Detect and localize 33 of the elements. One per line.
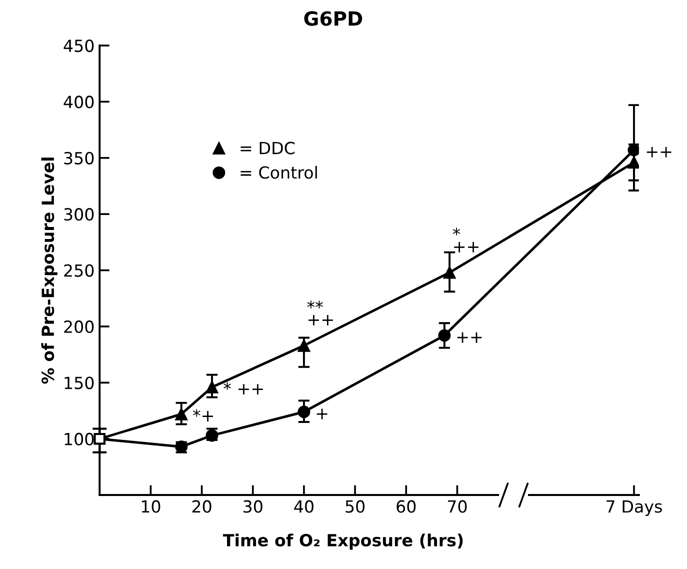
legend-label: = Control <box>240 166 317 179</box>
y-tick-label: 200 <box>64 320 94 334</box>
y-tick-label: 300 <box>64 208 94 221</box>
x-tick-label: 70 <box>448 500 467 513</box>
x-tick-label: 10 <box>142 500 160 513</box>
point <box>298 339 310 352</box>
annotation: *+ <box>192 409 213 422</box>
x-axis-title: Time of O₂ Exposure (hrs) <box>222 534 463 550</box>
x-tick-label: 7 Days <box>606 500 662 516</box>
x-tick-label: 40 <box>294 500 314 513</box>
point <box>298 406 310 418</box>
legend-label: = DDC <box>240 142 295 154</box>
y-tick-label: 250 <box>64 264 94 277</box>
chart-title: G6PD <box>304 11 362 26</box>
annotation: ** ++ <box>307 300 333 326</box>
x-tick-label: 50 <box>346 500 365 513</box>
point <box>443 266 456 279</box>
x-tick-label: 30 <box>244 500 262 513</box>
y-tick-label: 350 <box>64 152 94 164</box>
x-tick-label: 60 <box>396 500 416 513</box>
x-tick-label: 20 <box>192 500 212 513</box>
annotation: + <box>316 408 328 420</box>
annotation: ++ <box>646 146 672 158</box>
point <box>175 408 188 420</box>
y-tick-label: 450 <box>64 39 94 52</box>
y-tick-label: 150 <box>64 376 94 390</box>
point <box>206 380 218 394</box>
point <box>94 432 106 445</box>
annotation: ++ <box>457 332 482 343</box>
y-tick-label: 400 <box>64 96 94 108</box>
annotation: * ++ <box>224 382 263 395</box>
annotation: * ++ <box>452 228 478 252</box>
y-axis-title: % of Pre-Exposure Level <box>41 158 58 384</box>
